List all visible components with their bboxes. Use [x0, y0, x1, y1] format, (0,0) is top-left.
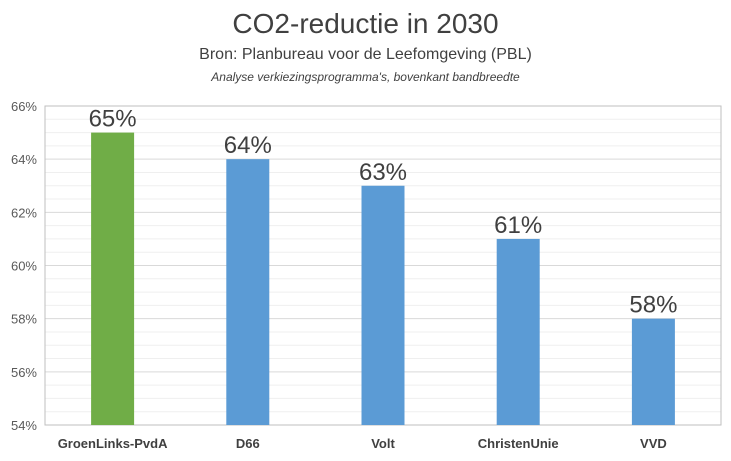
bar	[631, 318, 675, 425]
y-tick-label: 66%	[11, 99, 37, 114]
x-tick-label: D66	[236, 436, 260, 451]
y-tick-label: 64%	[11, 152, 37, 167]
x-tick-label: GroenLinks-PvdA	[58, 436, 168, 451]
data-label: 58%	[629, 292, 677, 319]
data-label: 61%	[494, 212, 542, 239]
bar	[91, 132, 135, 426]
bar	[226, 159, 270, 425]
chart-subtitle: Bron: Planbureau voor de Leefomgeving (P…	[199, 46, 532, 63]
bar	[361, 185, 405, 425]
x-tick-label: VVD	[640, 436, 667, 451]
x-tick-label: ChristenUnie	[478, 436, 559, 451]
data-label: 65%	[89, 106, 137, 133]
y-axis-ticks: 54% 56% 58% 60% 62% 64% 66%	[11, 99, 37, 433]
data-label: 64%	[224, 132, 272, 159]
y-tick-label: 54%	[11, 418, 37, 433]
y-tick-label: 58%	[11, 312, 37, 327]
x-tick-label: Volt	[371, 436, 395, 451]
data-labels: 65% 64% 63% 61% 58%	[89, 106, 678, 319]
y-tick-label: 60%	[11, 259, 37, 274]
data-label: 63%	[359, 159, 407, 186]
y-tick-label: 62%	[11, 205, 37, 220]
chart-title: CO2-reductie in 2030	[232, 8, 499, 39]
bars	[91, 132, 675, 426]
bar	[496, 238, 540, 425]
chart-note: Analyse verkiezingsprogramma's, bovenkan…	[211, 70, 520, 84]
x-axis-ticks: GroenLinks-PvdA D66 Volt ChristenUnie VVD	[58, 436, 667, 451]
y-tick-label: 56%	[11, 365, 37, 380]
